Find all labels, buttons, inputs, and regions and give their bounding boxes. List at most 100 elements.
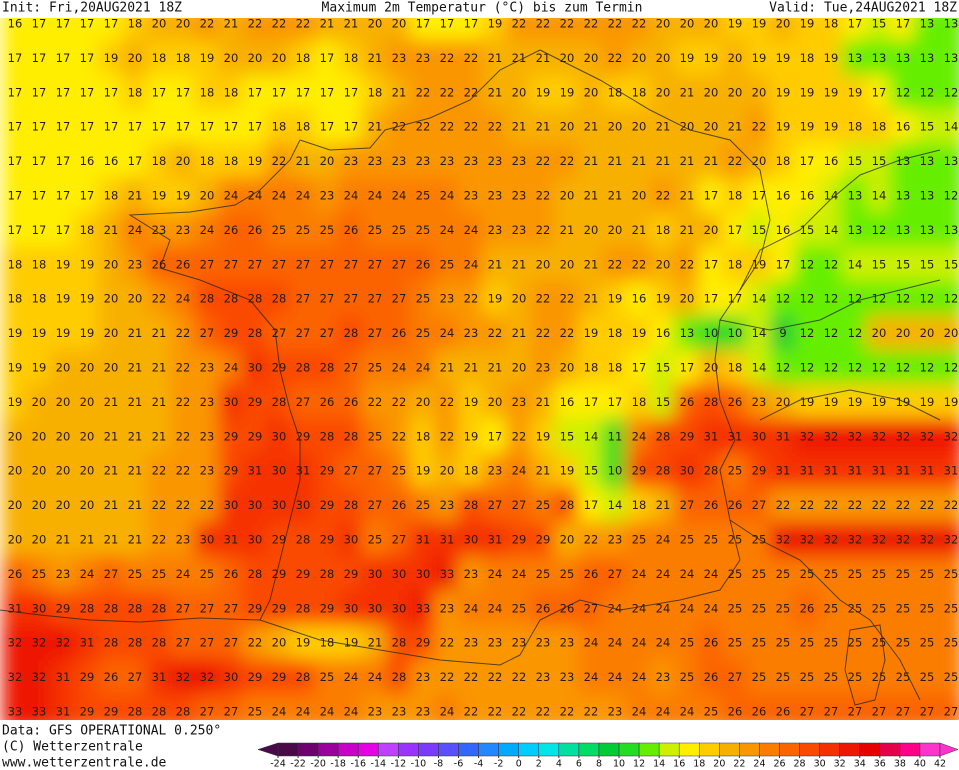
temperature-cell	[866, 659, 892, 696]
temperature-cell	[554, 109, 580, 146]
temperature-label: 17	[872, 85, 887, 99]
temperature-cell	[74, 384, 100, 421]
temperature-cell	[674, 246, 700, 283]
temperature-cell	[482, 315, 508, 352]
temperature-cell	[818, 281, 844, 318]
temperature-label: 22	[632, 17, 647, 31]
temperature-cell	[866, 281, 892, 318]
temperature-cell	[842, 109, 868, 146]
temperature-cell	[938, 693, 959, 720]
temperature-label: 21	[368, 120, 383, 134]
temperature-label: 18	[776, 154, 791, 168]
temperature-label: 20	[56, 429, 71, 443]
temperature-cell	[818, 109, 844, 146]
temperature-label: 28	[128, 636, 143, 650]
temperature-label: 26	[560, 601, 575, 615]
temperature-label: 23	[512, 154, 527, 168]
temperature-cell	[362, 349, 388, 387]
temperature-label: 22	[488, 670, 503, 684]
temperature-label: 26	[344, 223, 359, 237]
temperature-cell	[386, 143, 412, 180]
temperature-cell	[146, 693, 172, 720]
temperature-cell	[722, 246, 748, 283]
temperature-cell	[338, 590, 364, 627]
temperature-label: 27	[272, 326, 287, 340]
temperature-cell	[650, 349, 676, 387]
temperature-label: 14	[752, 292, 767, 306]
temperature-cell	[290, 246, 316, 283]
valid-label: Valid: Tue,24AUG2021 18Z	[769, 1, 957, 16]
temperature-label: 20	[224, 51, 239, 65]
temperature-label: 29	[296, 429, 311, 443]
temperature-label: 21	[584, 120, 599, 134]
temperature-cell	[410, 18, 436, 43]
temperature-cell	[338, 384, 364, 421]
temperature-label: 25	[152, 567, 167, 581]
temperature-label: 22	[416, 85, 431, 99]
temperature-cell	[938, 556, 959, 593]
temperature-label: 25	[368, 361, 383, 375]
temperature-label: 31	[704, 429, 719, 443]
temperature-label: 24	[464, 257, 479, 271]
temperature-cell	[2, 625, 28, 662]
colorbar-swatch	[518, 742, 540, 757]
temperature-cell	[122, 556, 148, 593]
temperature-cell	[890, 109, 916, 146]
temperature-cell	[170, 625, 196, 662]
temperature-cell	[26, 487, 52, 524]
temperature-cell	[746, 556, 772, 593]
temperature-cell	[890, 315, 916, 352]
temperature-cell	[506, 315, 532, 352]
temperature-label: 22	[848, 498, 863, 512]
temperature-cell	[458, 246, 484, 283]
temperature-cell	[266, 281, 292, 318]
temperature-cell	[434, 281, 460, 318]
colorbar-label: -22	[290, 759, 306, 770]
temperature-cell	[2, 521, 28, 559]
temperature-label: 31	[872, 464, 887, 478]
temperature-cell	[842, 418, 868, 455]
temperature-cell	[890, 384, 916, 421]
temperature-label: 17	[248, 120, 263, 134]
temperature-cell	[914, 521, 940, 559]
temperature-cell	[794, 659, 820, 696]
temperature-label: 18	[632, 85, 647, 99]
temperature-label: 17	[272, 85, 287, 99]
temperature-label: 26	[344, 395, 359, 409]
temperature-cell	[218, 453, 244, 490]
temperature-cell	[26, 521, 52, 559]
temperature-label: 31	[800, 464, 815, 478]
temperature-label: 28	[200, 292, 215, 306]
temperature-label: 12	[920, 292, 935, 306]
temperature-cell	[362, 109, 388, 146]
temperature-label: 22	[440, 51, 455, 65]
temperature-cell	[146, 453, 172, 490]
temperature-cell	[602, 659, 628, 696]
temperature-label: 21	[488, 51, 503, 65]
temperature-label: 26	[8, 567, 23, 581]
temperature-cell	[386, 521, 412, 559]
temperature-label: 22	[632, 257, 647, 271]
temperature-label: 17	[728, 292, 743, 306]
temperature-label: 32	[8, 636, 23, 650]
temperature-label: 17	[704, 292, 719, 306]
temperature-label: 22	[560, 154, 575, 168]
temperature-label: 19	[680, 51, 695, 65]
temperature-label: 28	[296, 361, 311, 375]
temperature-label: 26	[752, 705, 767, 719]
temperature-label: 27	[392, 292, 407, 306]
temperature-label: 26	[248, 223, 263, 237]
temperature-label: 32	[56, 636, 71, 650]
temperature-label: 22	[296, 17, 311, 31]
temperature-label: 22	[584, 533, 599, 547]
temperature-cell	[290, 18, 316, 43]
temperature-cell	[338, 40, 364, 77]
temperature-cell	[482, 349, 508, 387]
temperature-label: 24	[344, 670, 359, 684]
colorbar-label: 8	[596, 759, 602, 770]
temperature-cell	[602, 521, 628, 559]
temperature-label: 25	[944, 670, 959, 684]
temperature-label: 18	[200, 85, 215, 99]
temperature-label: 31	[224, 533, 239, 547]
temperature-cell	[74, 453, 100, 490]
